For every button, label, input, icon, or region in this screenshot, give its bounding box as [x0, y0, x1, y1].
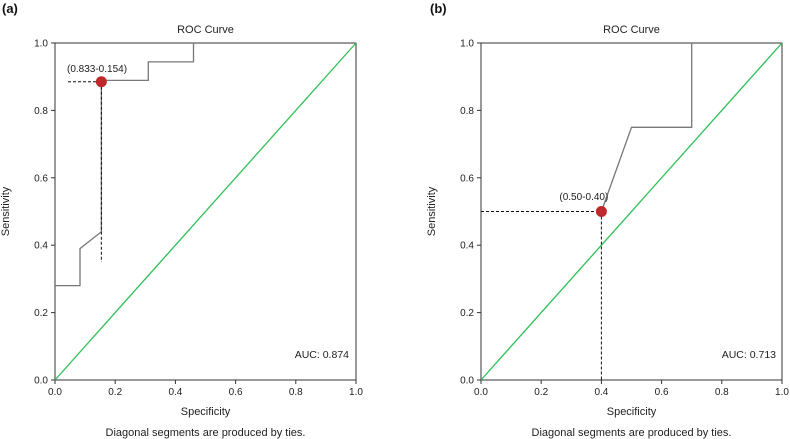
panel-label: (a) [2, 1, 18, 16]
reference-diagonal-line [480, 42, 783, 381]
roc-panel-a: (a) ROC Curve 0.0 0.2 0.4 0.6 0.8 1.0 0.0 0.2 0.4 0… [0, 1, 363, 439]
chart-title: ROC Curve [603, 24, 660, 36]
x-tick-label: 0.8 [715, 387, 729, 398]
y-tick-label: 1.0 [460, 39, 474, 50]
x-tick-label: 0.6 [655, 387, 669, 398]
x-axis-label: Specificity [607, 406, 657, 418]
x-tick-label: 0.8 [289, 387, 303, 398]
y-tick-label: 1.0 [34, 39, 48, 50]
y-axis-label: Sensitivity [426, 186, 438, 236]
y-tick-label: 0.4 [34, 241, 48, 252]
footnote: Diagonal segments are produced by ties. [532, 427, 732, 439]
roc-panel-b: (b) ROC Curve 0.0 0.2 0.4 0.6 0.8 1.0 0.0 0.2 0.4 0… [426, 1, 789, 439]
y-axis-label: Sensitivity [0, 186, 12, 236]
x-tick-label: 1.0 [349, 387, 363, 398]
roc-curve-line [55, 43, 195, 287]
y-tick-label: 0.4 [460, 241, 474, 252]
x-axis-label: Specificity [181, 406, 231, 418]
cutoff-point-marker [595, 206, 607, 217]
y-tick-label: 0.6 [34, 173, 48, 184]
cutoff-label: (0.50-0.40) [559, 192, 608, 203]
x-tick-label: 0.4 [168, 387, 182, 398]
y-tick-label: 0.8 [34, 106, 48, 117]
reference-diagonal-line [54, 42, 357, 381]
cutoff-point-marker [95, 76, 107, 88]
x-tick-label: 0.2 [534, 387, 548, 398]
x-tick-label: 0.6 [229, 387, 243, 398]
auc-label: AUC: 0.874 [295, 349, 349, 361]
y-tick-label: 0.2 [34, 308, 48, 319]
y-tick-label: 0.6 [460, 173, 474, 184]
x-tick-label: 0.0 [474, 387, 488, 398]
y-tick-label: 0.0 [460, 376, 474, 387]
auc-label: AUC: 0.713 [722, 349, 776, 361]
footnote: Diagonal segments are produced by ties. [106, 427, 306, 439]
x-tick-label: 0.0 [48, 387, 62, 398]
x-tick-label: 1.0 [775, 387, 789, 398]
y-tick-label: 0.8 [460, 106, 474, 117]
chart-title: ROC Curve [177, 24, 234, 36]
x-tick-label: 0.4 [594, 387, 608, 398]
cutoff-label: (0.833-0.154) [67, 64, 127, 75]
roc-curve-line [600, 43, 693, 212]
y-tick-label: 0.2 [460, 308, 474, 319]
y-tick-label: 0.0 [34, 376, 48, 387]
x-tick-label: 0.2 [108, 387, 122, 398]
plot-frame [54, 42, 357, 381]
panel-label: (b) [430, 1, 447, 16]
